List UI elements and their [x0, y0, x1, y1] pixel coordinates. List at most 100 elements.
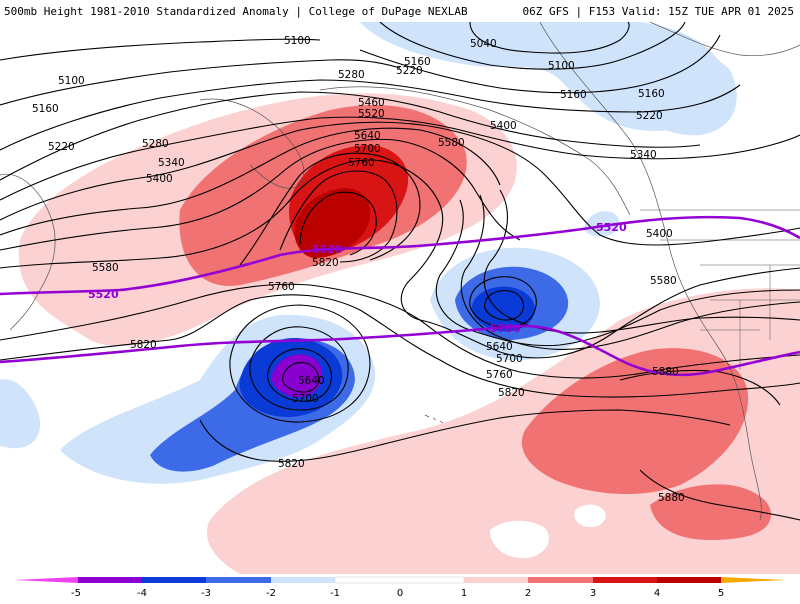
anomaly-map: 5100 5040 5100 5160 5220 5280 5160 5100 …: [0, 22, 800, 574]
colorbar-swatch-neg4: [78, 577, 142, 583]
colorbar-swatch-neg2: [206, 577, 271, 583]
colorbar-tick: 4: [654, 588, 660, 599]
colorbar-segments: [14, 576, 786, 584]
colorbar-svg: -5 -4 -3 -2 -1 0 1 2 3 4 5: [14, 576, 786, 599]
colorbar-swatch-pos4: [657, 577, 721, 583]
coastline-east-asia: [0, 173, 56, 331]
model-run-info: 06Z GFS | F153 Valid: 15Z TUE APR 01 202…: [522, 5, 794, 18]
contour-5400: [0, 121, 800, 246]
contour-label: 5340: [630, 149, 657, 161]
colorbar-tick: 3: [590, 588, 596, 599]
contour-label: 5280: [338, 69, 365, 81]
colorbar: -5 -4 -3 -2 -1 0 1 2 3 4 5: [0, 574, 800, 600]
colorbar-swatch-zero: [334, 576, 465, 584]
colorbar-swatch-pos2: [528, 577, 593, 583]
contour-5160-west: [0, 59, 401, 106]
contour-label: 5820: [312, 257, 339, 269]
contour-5640-ridge: [239, 152, 421, 266]
contour-label: 5760: [268, 281, 295, 293]
contour-label: 5100: [284, 35, 311, 47]
colorbar-swatch-pos1: [464, 577, 528, 583]
anomaly-shading: [0, 22, 800, 574]
colorbar-tick: -4: [137, 588, 147, 599]
contour-5580-west: [0, 159, 441, 269]
contour-low-sw-ring-4: [282, 362, 320, 393]
contour-label: 5880: [652, 366, 679, 378]
colorbar-swatch-pos3: [593, 577, 657, 583]
contour-label: 5220: [48, 141, 75, 153]
purple-contour-label: 5520: [596, 221, 627, 234]
hawaii-islands: [424, 414, 444, 424]
contour-label: 5460: [358, 97, 385, 109]
contour-5700-east: [460, 194, 800, 350]
contour-5760-ridge: [299, 191, 377, 256]
height-contours: [0, 22, 800, 521]
contour-5760-sw: [0, 283, 800, 379]
colorbar-arrow-left: [14, 577, 78, 583]
colorbar-tick: -3: [201, 588, 211, 599]
contour-label: 5220: [396, 65, 423, 77]
contour-5040: [469, 22, 630, 54]
coastline-kamchatka: [199, 98, 305, 189]
contour-label: 5580: [650, 275, 677, 287]
contour-5100-north: [379, 22, 686, 70]
contour-label: 5340: [158, 157, 185, 169]
coastlines: [0, 22, 800, 521]
contour-label: 5100: [548, 60, 575, 72]
contour-5460: [0, 127, 501, 236]
negative-anomaly-1-edge: [0, 379, 41, 449]
highlight-contours: [0, 215, 800, 377]
negative-anomaly-1-pocket: [584, 211, 620, 237]
contour-low-sw-ring-2: [249, 326, 349, 411]
coastline-alaska: [319, 86, 631, 216]
colorbar-tick: 2: [525, 588, 531, 599]
map-header: 500mb Height 1981-2010 Standardized Anom…: [0, 0, 800, 22]
colorbar-tick: 1: [461, 588, 467, 599]
positive-anomaly-4-core: [294, 188, 371, 258]
contour-label: 5520: [358, 108, 385, 120]
coastline-north-america: [539, 22, 762, 521]
contour-low-east-ring: [469, 276, 537, 328]
colorbar-tick: 5: [718, 588, 724, 599]
purple-contour-label: 5520: [88, 288, 119, 301]
contour-label: 5580: [92, 262, 119, 274]
contour-5880-far-south: [639, 469, 800, 521]
contour-label: 5400: [490, 120, 517, 132]
contour-label: 5880: [658, 492, 685, 504]
contour-5100-west: [0, 38, 321, 61]
contour-label: 5820: [278, 458, 305, 470]
contour-label-layer: 5100 5040 5100 5160 5220 5280 5160 5100 …: [32, 35, 685, 504]
contour-5520: [0, 138, 521, 251]
contour-label: 5640: [486, 341, 513, 353]
contour-low-east-inner: [483, 290, 525, 321]
purple-contour-south: [0, 324, 800, 377]
map-title: 500mb Height 1981-2010 Standardized Anom…: [4, 5, 468, 18]
purple-contour-north: [0, 215, 800, 296]
zero-anomaly-gap-2: [574, 504, 606, 528]
colorbar-tick: -2: [266, 588, 276, 599]
contour-low-sw-ring-3: [267, 348, 332, 402]
contour-5820-south: [199, 409, 731, 462]
purple-contour-label: 5520: [312, 243, 343, 256]
coastline-arctic: [649, 22, 800, 56]
map-panel: 5100 5040 5100 5160 5220 5280 5160 5100 …: [0, 22, 800, 574]
colorbar-arrow-right: [721, 577, 786, 583]
contour-label: 5220: [636, 110, 663, 122]
contour-5760-east: [483, 189, 800, 334]
contour-label: 5160: [404, 56, 431, 68]
contour-label: 5760: [348, 157, 375, 169]
state-borders: [640, 209, 800, 370]
contour-label: 5160: [560, 89, 587, 101]
colorbar-tick: 0: [397, 588, 403, 599]
contour-5280: [0, 91, 701, 181]
contour-label: 5700: [354, 143, 381, 155]
colorbar-swatch-neg3: [142, 577, 206, 583]
colorbar-tick: -5: [71, 588, 81, 599]
contour-label: 5820: [498, 387, 525, 399]
purple-contour-label: 5760: [490, 322, 521, 335]
contour-5340: [0, 116, 800, 201]
contour-5880-south: [619, 369, 781, 406]
contour-low-sw-ring-1: [229, 304, 371, 423]
contour-5640-east: [435, 199, 800, 347]
contour-label: 5640: [354, 130, 381, 142]
